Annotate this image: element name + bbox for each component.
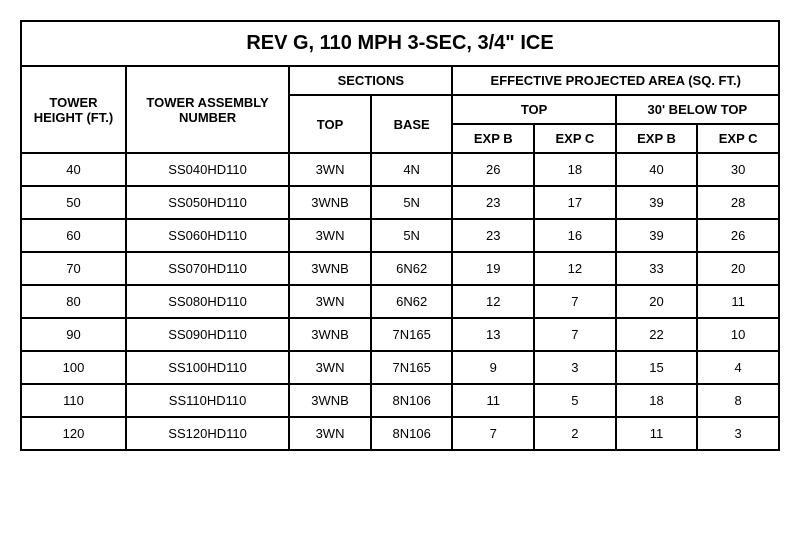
cell-below-expc: 4	[697, 351, 779, 384]
cell-below-expb: 40	[616, 153, 698, 186]
table-title: REV G, 110 MPH 3-SEC, 3/4" ICE	[21, 21, 779, 66]
header-epa-top: TOP	[452, 95, 615, 124]
cell-height: 90	[21, 318, 126, 351]
header-base: BASE	[371, 95, 453, 153]
cell-section-top: 3WN	[289, 417, 371, 450]
cell-section-top: 3WN	[289, 351, 371, 384]
header-top-expb: EXP B	[452, 124, 534, 153]
cell-assembly: SS090HD110	[126, 318, 289, 351]
cell-below-expb: 22	[616, 318, 698, 351]
header-tower-assembly: TOWER ASSEMBLY NUMBER	[126, 66, 289, 153]
cell-assembly: SS070HD110	[126, 252, 289, 285]
cell-top-expb: 11	[452, 384, 534, 417]
cell-top-expc: 5	[534, 384, 616, 417]
cell-below-expc: 3	[697, 417, 779, 450]
cell-top-expc: 18	[534, 153, 616, 186]
cell-assembly: SS100HD110	[126, 351, 289, 384]
cell-section-top: 3WNB	[289, 384, 371, 417]
header-below-expb: EXP B	[616, 124, 698, 153]
cell-assembly: SS040HD110	[126, 153, 289, 186]
cell-section-base: 4N	[371, 153, 453, 186]
cell-section-top: 3WN	[289, 153, 371, 186]
cell-top-expc: 17	[534, 186, 616, 219]
cell-section-base: 7N165	[371, 351, 453, 384]
header-sections: SECTIONS	[289, 66, 452, 95]
table-body: 40SS040HD1103WN4N2618403050SS050HD1103WN…	[21, 153, 779, 450]
cell-top-expb: 13	[452, 318, 534, 351]
cell-assembly: SS060HD110	[126, 219, 289, 252]
cell-height: 40	[21, 153, 126, 186]
cell-section-base: 6N62	[371, 252, 453, 285]
cell-assembly: SS120HD110	[126, 417, 289, 450]
table-row: 80SS080HD1103WN6N621272011	[21, 285, 779, 318]
cell-height: 110	[21, 384, 126, 417]
cell-assembly: SS110HD110	[126, 384, 289, 417]
cell-assembly: SS080HD110	[126, 285, 289, 318]
cell-height: 50	[21, 186, 126, 219]
cell-section-top: 3WN	[289, 219, 371, 252]
cell-below-expc: 26	[697, 219, 779, 252]
cell-section-base: 5N	[371, 219, 453, 252]
cell-top-expc: 2	[534, 417, 616, 450]
cell-top-expb: 9	[452, 351, 534, 384]
cell-below-expb: 39	[616, 186, 698, 219]
cell-below-expc: 20	[697, 252, 779, 285]
cell-below-expb: 39	[616, 219, 698, 252]
cell-below-expb: 18	[616, 384, 698, 417]
cell-section-base: 8N106	[371, 384, 453, 417]
header-epa: EFFECTIVE PROJECTED AREA (SQ. FT.)	[452, 66, 779, 95]
cell-top-expb: 7	[452, 417, 534, 450]
cell-below-expc: 8	[697, 384, 779, 417]
cell-top-expb: 23	[452, 219, 534, 252]
cell-top-expc: 7	[534, 318, 616, 351]
header-top-expc: EXP C	[534, 124, 616, 153]
table-row: 40SS040HD1103WN4N26184030	[21, 153, 779, 186]
cell-top-expc: 12	[534, 252, 616, 285]
cell-below-expb: 20	[616, 285, 698, 318]
cell-section-top: 3WNB	[289, 252, 371, 285]
cell-section-base: 5N	[371, 186, 453, 219]
table-row: 70SS070HD1103WNB6N6219123320	[21, 252, 779, 285]
header-top: TOP	[289, 95, 371, 153]
cell-section-top: 3WN	[289, 285, 371, 318]
cell-below-expb: 11	[616, 417, 698, 450]
cell-section-base: 8N106	[371, 417, 453, 450]
spec-table: REV G, 110 MPH 3-SEC, 3/4" ICE TOWER HEI…	[20, 20, 780, 451]
cell-section-base: 7N165	[371, 318, 453, 351]
cell-top-expc: 7	[534, 285, 616, 318]
table-row: 100SS100HD1103WN7N16593154	[21, 351, 779, 384]
header-tower-height: TOWER HEIGHT (FT.)	[21, 66, 126, 153]
cell-below-expb: 15	[616, 351, 698, 384]
cell-height: 100	[21, 351, 126, 384]
cell-below-expc: 11	[697, 285, 779, 318]
cell-below-expc: 30	[697, 153, 779, 186]
cell-height: 70	[21, 252, 126, 285]
cell-top-expb: 19	[452, 252, 534, 285]
cell-section-base: 6N62	[371, 285, 453, 318]
cell-section-top: 3WNB	[289, 318, 371, 351]
table-row: 50SS050HD1103WNB5N23173928	[21, 186, 779, 219]
cell-top-expb: 23	[452, 186, 534, 219]
table-row: 90SS090HD1103WNB7N1651372210	[21, 318, 779, 351]
header-epa-below: 30' BELOW TOP	[616, 95, 779, 124]
cell-below-expb: 33	[616, 252, 698, 285]
cell-top-expc: 3	[534, 351, 616, 384]
cell-below-expc: 28	[697, 186, 779, 219]
cell-height: 80	[21, 285, 126, 318]
cell-assembly: SS050HD110	[126, 186, 289, 219]
cell-height: 120	[21, 417, 126, 450]
table-row: 60SS060HD1103WN5N23163926	[21, 219, 779, 252]
table-row: 110SS110HD1103WNB8N106115188	[21, 384, 779, 417]
header-below-expc: EXP C	[697, 124, 779, 153]
cell-top-expb: 12	[452, 285, 534, 318]
cell-below-expc: 10	[697, 318, 779, 351]
table-row: 120SS120HD1103WN8N10672113	[21, 417, 779, 450]
cell-section-top: 3WNB	[289, 186, 371, 219]
cell-top-expb: 26	[452, 153, 534, 186]
cell-height: 60	[21, 219, 126, 252]
cell-top-expc: 16	[534, 219, 616, 252]
